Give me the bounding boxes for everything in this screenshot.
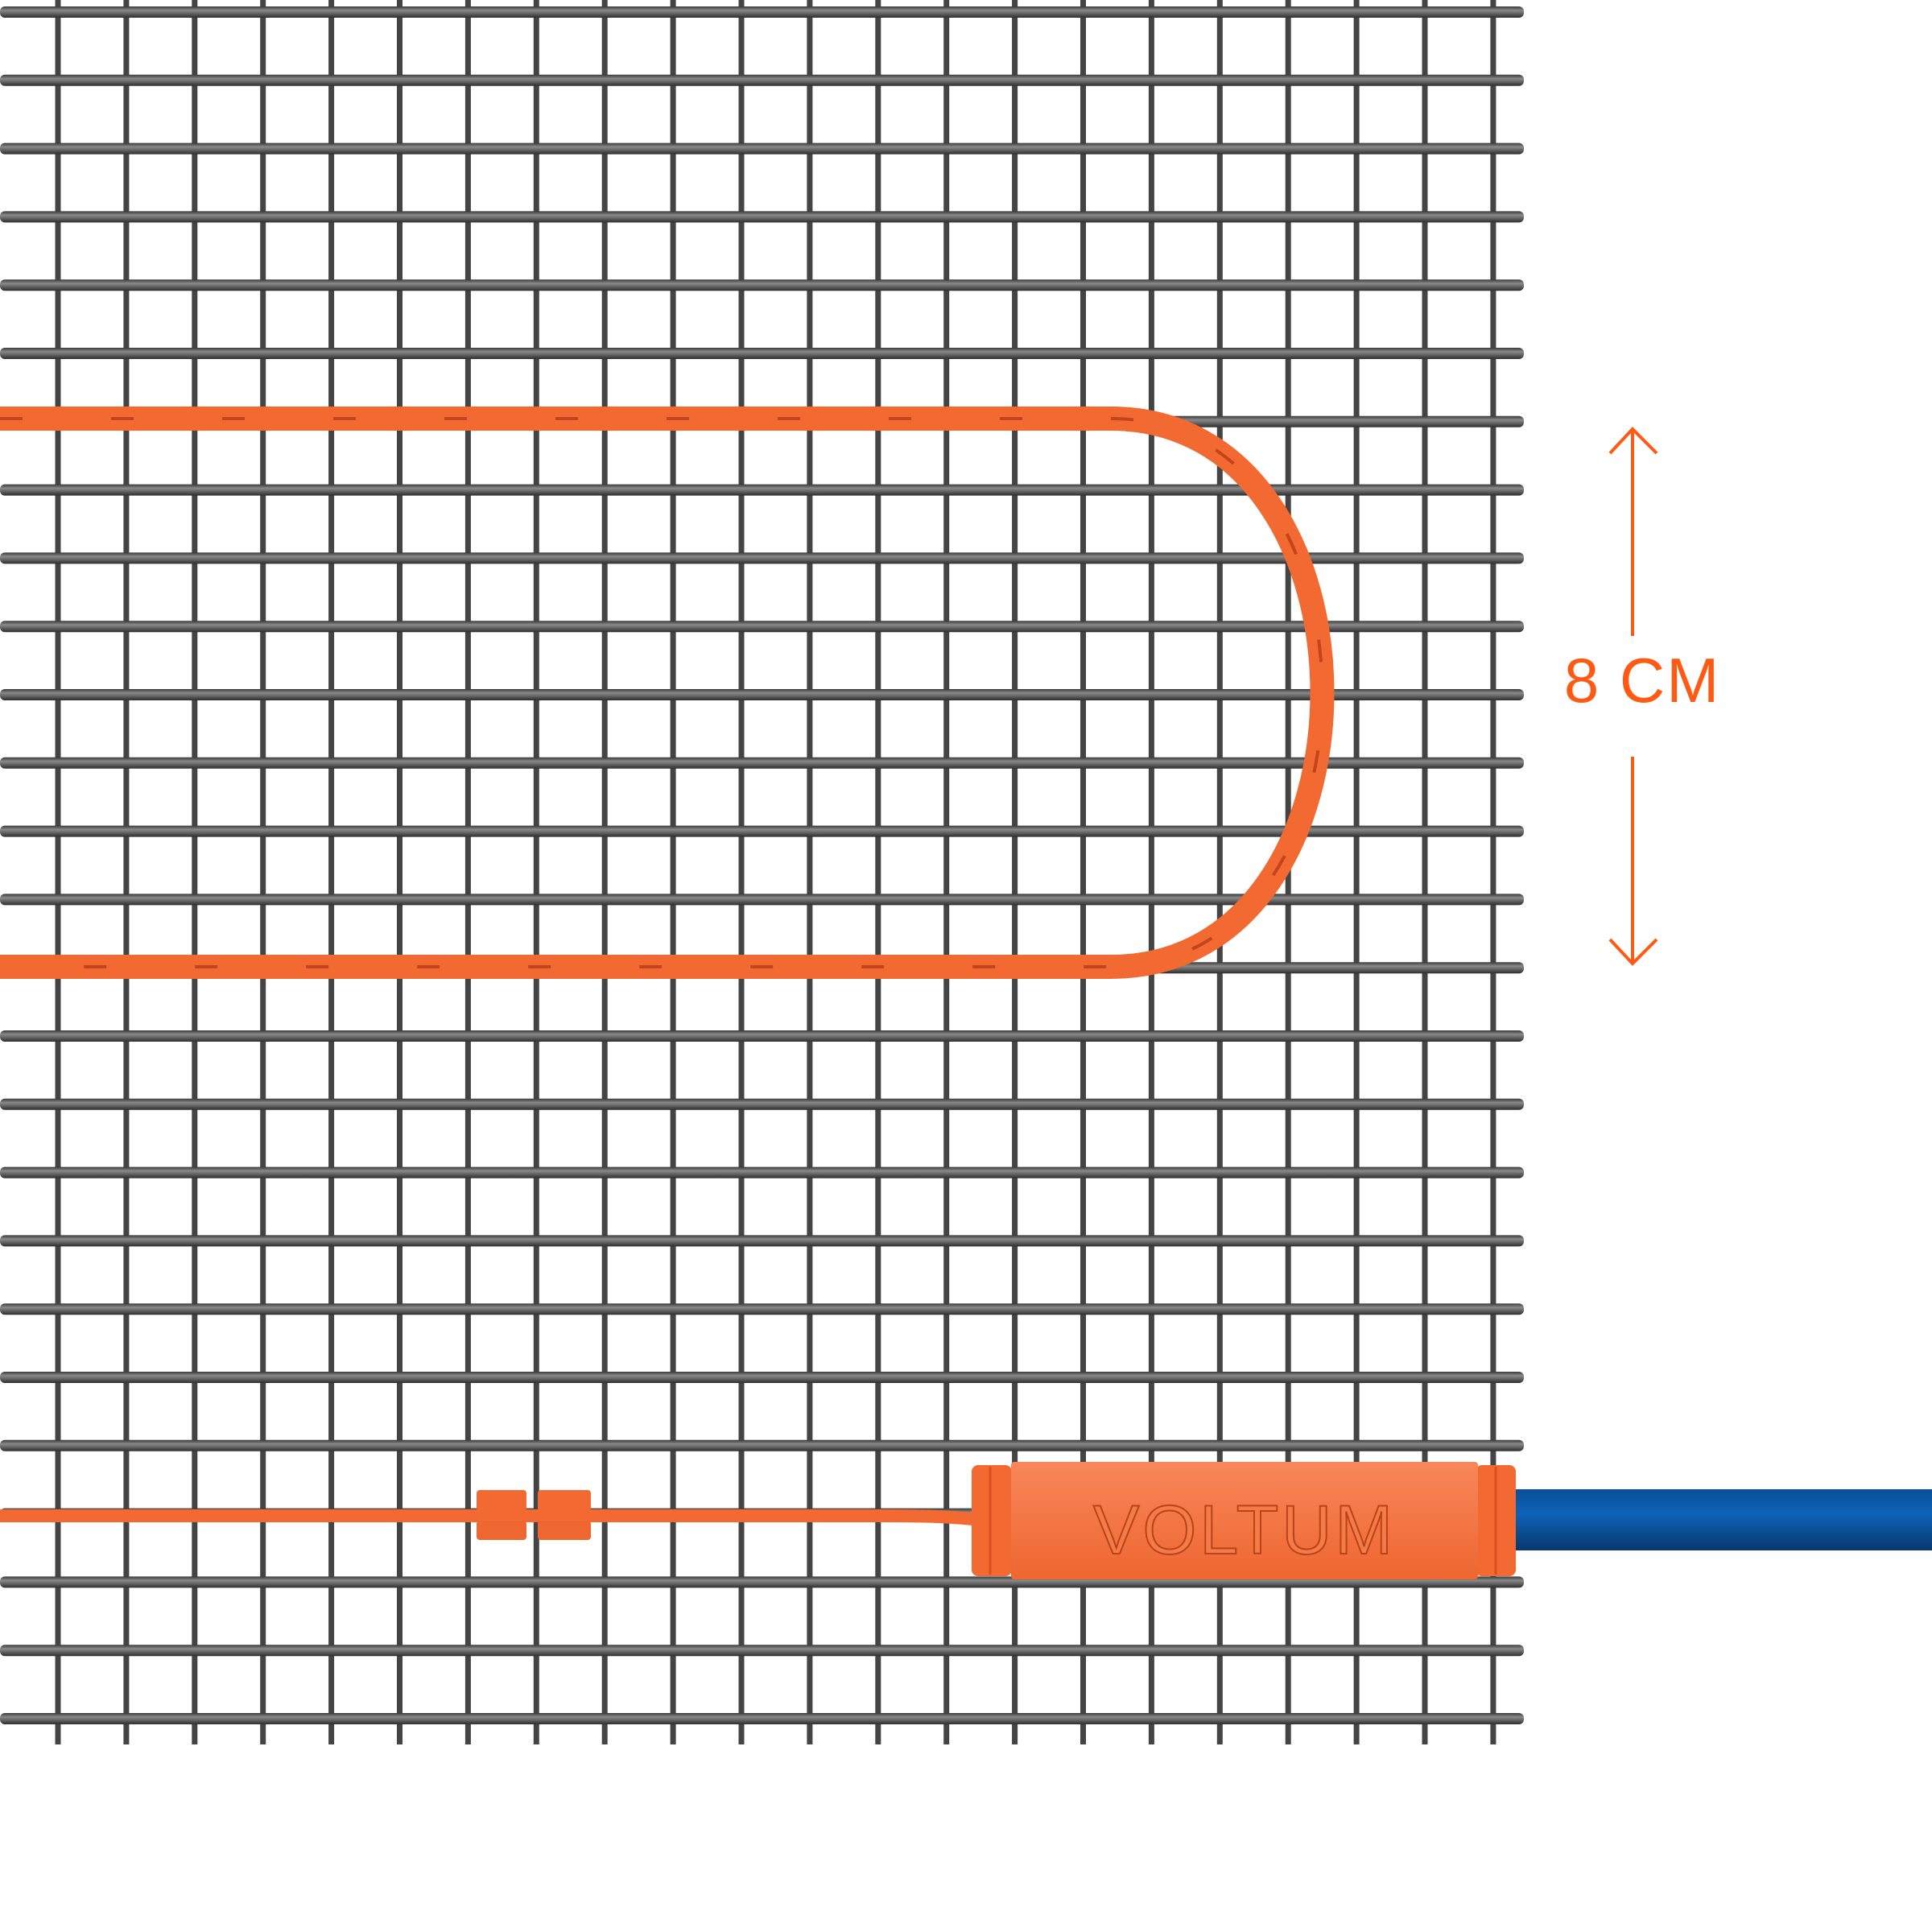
mesh-wire-horizontal [0,1098,1524,1110]
mesh-wire-horizontal [0,74,1524,86]
mesh-wire-horizontal [0,552,1524,564]
mesh-wire-horizontal [0,1030,1524,1042]
mesh-wire-horizontal [0,1166,1524,1179]
mesh-wire-horizontal [0,1372,1524,1383]
mesh-wire-horizontal [0,348,1524,359]
mesh-wire-horizontal [0,825,1524,837]
cable-clip [477,1490,591,1540]
mesh-wire-horizontal [0,689,1524,700]
heating-cable-lead [0,1509,980,1526]
mesh-wire-horizontal [0,757,1524,769]
mesh-wire-horizontal [0,1645,1524,1657]
mesh-wire-horizontal [0,621,1524,633]
dimension-arrows [1608,427,1658,966]
mesh-wire-horizontal [0,142,1524,155]
mesh-wire-horizontal [0,1303,1524,1315]
cold-lead-cable [1513,1489,1932,1550]
heating-cable-loop [0,407,1335,979]
dimension-label: 8 CM [1563,645,1721,716]
cable-coupling: VOLTUM [972,1462,1516,1579]
mesh-wire-horizontal [0,1235,1524,1247]
mesh-wire-horizontal [0,6,1524,18]
mesh-wire-horizontal [0,1439,1524,1451]
mesh-wire-horizontal [0,211,1524,223]
mesh-wire-horizontal [0,484,1524,496]
mesh-wire-horizontal [0,1713,1524,1724]
mesh-wire-horizontal [0,279,1524,291]
arrow-up-icon [1608,427,1658,636]
arrow-down-icon [1608,757,1658,966]
voltum-logo: VOLTUM [1093,1492,1396,1569]
mesh-wire-horizontal [0,894,1524,906]
